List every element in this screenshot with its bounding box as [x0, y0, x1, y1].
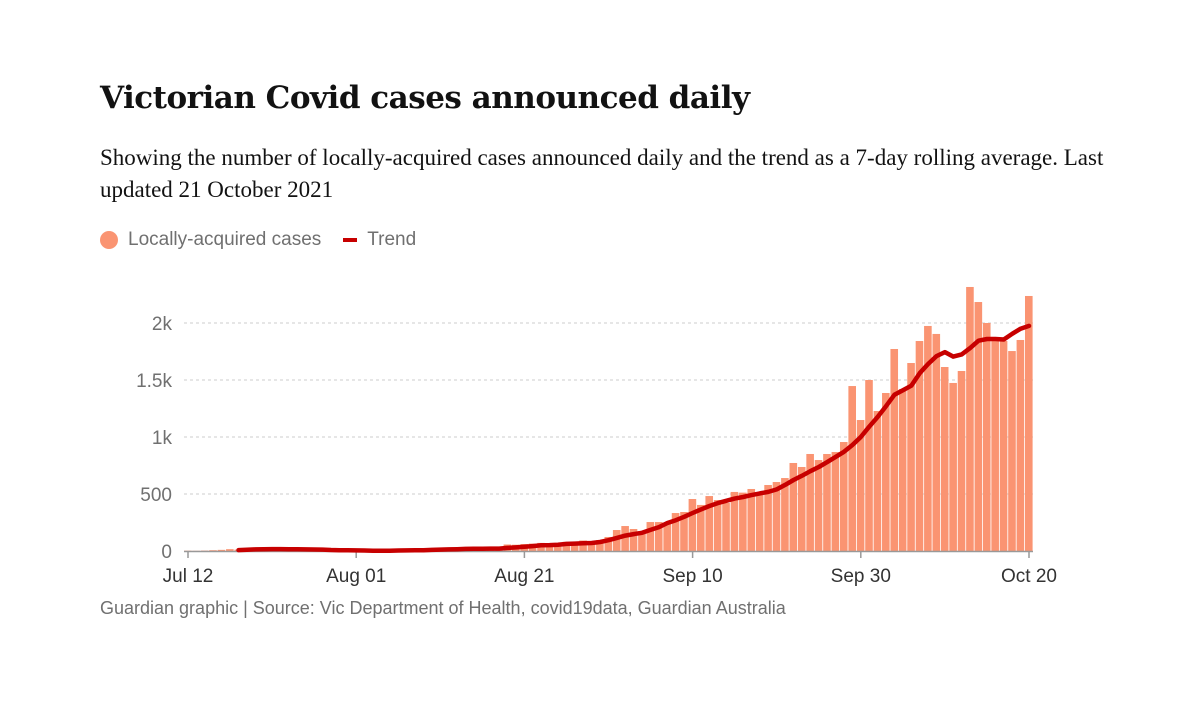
- legend: Locally-acquired cases Trend: [100, 229, 416, 251]
- bar: [654, 522, 663, 551]
- bar: [562, 541, 571, 551]
- bar: [587, 542, 596, 551]
- x-tick-label: Sep 10: [662, 566, 722, 587]
- bar: [680, 512, 688, 551]
- bar: [856, 420, 865, 551]
- bar: [991, 339, 999, 551]
- bar: [663, 523, 671, 551]
- bar: [932, 333, 941, 551]
- bar: [570, 543, 579, 551]
- x-tick-label: Jul 12: [163, 566, 214, 587]
- bar: [848, 386, 856, 551]
- bar: [907, 363, 915, 551]
- bar: [949, 382, 957, 551]
- bar: [772, 482, 781, 551]
- bar: [730, 491, 739, 551]
- bar: [873, 411, 882, 551]
- bar: [554, 545, 562, 551]
- bar: [671, 513, 680, 551]
- y-tick-label: 500: [140, 485, 172, 506]
- bar: [865, 380, 873, 551]
- bar: [831, 452, 840, 551]
- legend-label-cases: Locally-acquired cases: [128, 229, 322, 250]
- bar: [1016, 339, 1025, 551]
- bar: [621, 526, 629, 551]
- bar: [839, 442, 848, 551]
- bar: [1008, 351, 1016, 551]
- x-tick-label: Aug 21: [494, 566, 554, 587]
- bar: [722, 503, 730, 551]
- bar: [604, 536, 613, 551]
- bar: [915, 341, 924, 551]
- bar: [814, 460, 823, 551]
- bar: [823, 453, 831, 551]
- bar: [739, 492, 747, 551]
- bar: [596, 540, 604, 551]
- bar: [545, 545, 554, 551]
- bar: [982, 323, 991, 551]
- x-tick-label: Oct 20: [1001, 566, 1057, 587]
- legend-bar-swatch-icon: [100, 231, 118, 249]
- legend-line-swatch-icon: [343, 238, 358, 242]
- bar: [612, 530, 621, 551]
- source-footer: Guardian graphic | Source: Vic Departmen…: [100, 598, 786, 618]
- bar: [806, 453, 814, 551]
- bar: [898, 389, 907, 551]
- bar: [890, 348, 899, 551]
- bar: [764, 484, 772, 551]
- y-tick-label: 1.5k: [136, 371, 172, 392]
- bar: [882, 392, 890, 551]
- bar: [966, 286, 974, 551]
- chart-title: Victorian Covid cases announced daily: [100, 80, 750, 116]
- bar: [688, 499, 697, 551]
- bar: [209, 550, 217, 551]
- bar: [705, 496, 714, 551]
- bar: [781, 478, 789, 551]
- y-tick-label: 1k: [152, 428, 173, 449]
- bar: [629, 528, 638, 551]
- trend-line: [236, 323, 1032, 553]
- bar: [646, 522, 655, 551]
- bar: [1025, 295, 1033, 551]
- bar: [789, 462, 798, 551]
- y-tick-label: 2k: [152, 314, 173, 335]
- bar: [755, 492, 764, 551]
- bar: [713, 500, 722, 551]
- bar: [797, 466, 806, 551]
- bar: [579, 540, 587, 551]
- bar: [638, 531, 646, 551]
- bar: [974, 302, 983, 551]
- bar: [226, 549, 234, 551]
- x-tick-label: Aug 01: [326, 566, 386, 587]
- bar: [999, 341, 1008, 551]
- bar: [940, 367, 949, 551]
- bar: [217, 549, 226, 551]
- chart-subtitle: Showing the number of locally-acquired c…: [100, 145, 1104, 202]
- legend-label-trend: Trend: [367, 229, 417, 250]
- bar: [924, 325, 932, 551]
- bar: [957, 370, 966, 551]
- x-tick-label: Sep 30: [831, 566, 891, 587]
- bar: [747, 488, 756, 551]
- y-tick-label: 0: [161, 542, 172, 563]
- bar: [697, 504, 705, 551]
